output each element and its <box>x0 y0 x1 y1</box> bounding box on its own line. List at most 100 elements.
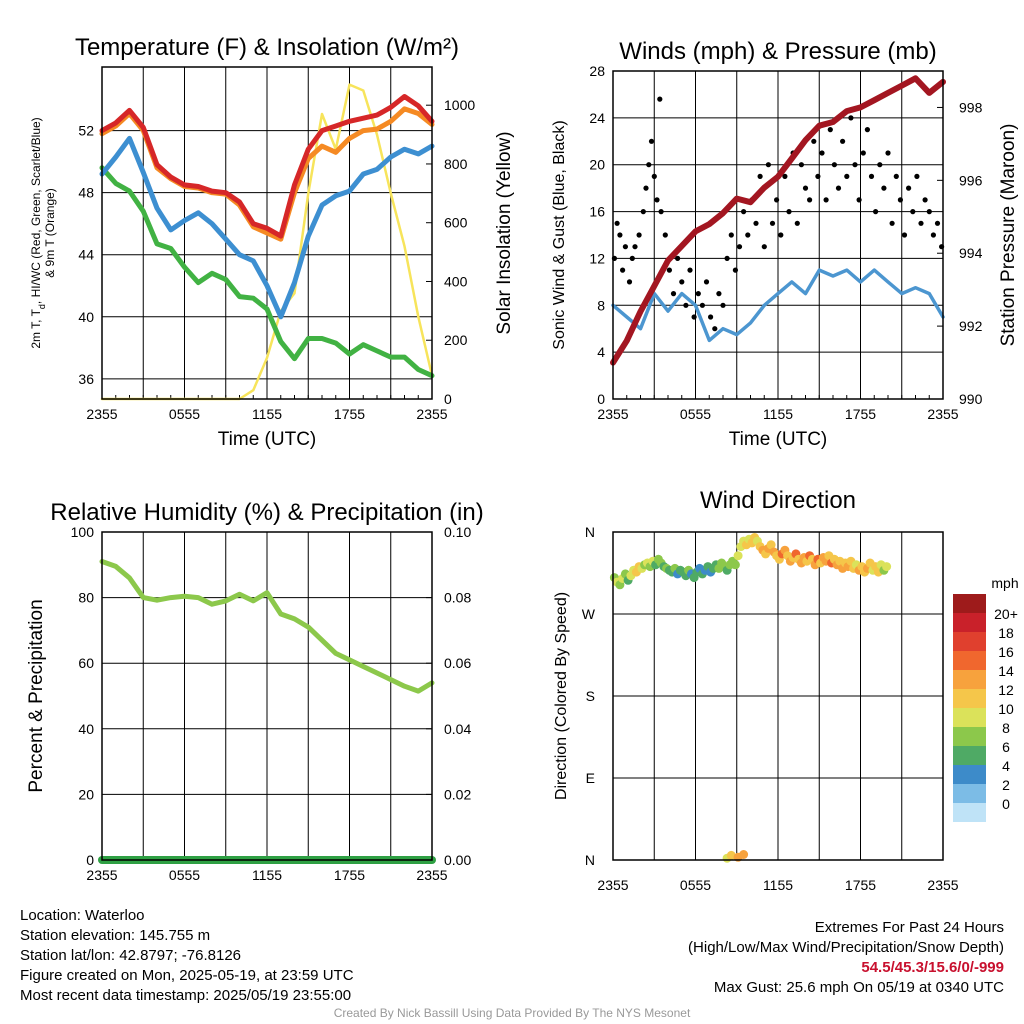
gust-point <box>930 232 937 238</box>
x-axis-label: Time (UTC) <box>729 429 828 450</box>
y-tick-label: N <box>585 524 595 540</box>
y-tick-label: 28 <box>589 63 605 79</box>
gust-point <box>877 162 883 168</box>
y-axis-label-sub: d <box>37 304 47 309</box>
gust-point <box>802 185 809 191</box>
direction-point <box>739 850 749 859</box>
gust-point <box>852 162 858 168</box>
gust-point <box>798 162 805 168</box>
gust-point <box>724 255 730 261</box>
legend-swatch <box>953 708 986 727</box>
max-gust-text: Max Gust: 25.6 mph On 05/19 at 0340 UTC <box>713 979 1004 996</box>
gust-point <box>614 220 620 226</box>
y-tick-label: 24 <box>589 110 605 126</box>
y2-tick-label: 0.06 <box>444 655 471 671</box>
x-tick-label: 2355 <box>86 406 117 422</box>
series-wind <box>611 268 945 343</box>
gust-point <box>844 173 850 179</box>
direction-point <box>730 560 740 570</box>
elevation-text: Station elevation: 145.755 m <box>20 927 211 944</box>
gust-point <box>786 209 792 215</box>
gust-point <box>848 115 854 121</box>
temperature-panel: 36 40 44 48 52 2355 0555 1155 1755 2355 Temperatur… <box>29 34 515 450</box>
x-tick-label: 2355 <box>597 406 628 422</box>
gust-point <box>901 232 908 238</box>
gust-point <box>873 209 879 215</box>
gust-point <box>712 326 718 332</box>
legend-label: 16 <box>998 644 1014 660</box>
y2-tick-label: 990 <box>959 391 983 407</box>
x-tick-label: 1755 <box>845 877 876 893</box>
gust-point <box>728 232 734 238</box>
y-tick-label: E <box>586 770 595 786</box>
location-text: Location: Waterloo <box>20 907 145 924</box>
chart-title: Wind Direction <box>700 487 856 514</box>
gust-point <box>782 173 788 179</box>
gust-point <box>632 244 638 250</box>
y-axis-label: Direction (Colored By Speed) <box>553 592 570 800</box>
y-tick-label: 16 <box>589 204 605 220</box>
series-dew <box>99 165 435 379</box>
y-tick-label: 0 <box>597 391 605 407</box>
x-tick-label: 1155 <box>252 867 282 883</box>
x-axis-label: Time (UTC) <box>218 429 317 450</box>
y-tick-label: S <box>586 688 595 704</box>
gust-point <box>807 197 813 203</box>
plot-frame <box>612 70 944 400</box>
y-tick-label: W <box>582 606 596 622</box>
direction-point <box>766 540 776 550</box>
x-tick-label: 2355 <box>86 867 117 883</box>
gust-point <box>636 232 642 238</box>
x-tick-label: 0555 <box>169 406 200 422</box>
x-tick-label: 2355 <box>416 867 447 883</box>
y-tick-label: 0 <box>86 852 94 868</box>
legend-swatch <box>953 594 986 613</box>
gust-point <box>922 197 928 203</box>
y-axis-label-part1: 2m T, T <box>29 308 43 348</box>
gust-point <box>753 220 759 226</box>
y2-tick-label: 994 <box>959 245 983 261</box>
direction-point <box>726 850 736 860</box>
x-tick-label: 1155 <box>763 406 793 422</box>
gust-point <box>658 209 664 215</box>
extremes-values: 54.5/45.3/15.6/0/-999 <box>861 959 1004 976</box>
y2-tick-label: 992 <box>959 318 983 334</box>
legend-label: 6 <box>1002 739 1010 755</box>
direction-point <box>882 562 892 572</box>
gust-point <box>654 197 660 203</box>
legend-title: mph <box>991 575 1018 591</box>
y-axis-label: 2m T, Td, HI/WC (Red, Green, Scarlet/Blu… <box>29 117 47 348</box>
gust-point <box>757 173 763 179</box>
gust-point <box>695 291 701 297</box>
gust-point <box>687 267 693 273</box>
y-tick-label: 48 <box>78 185 94 201</box>
gust-point <box>926 209 932 215</box>
gust-point <box>657 96 663 102</box>
y-tick-label: 12 <box>589 250 605 266</box>
gust-point <box>675 255 681 261</box>
gust-point <box>893 173 899 179</box>
chart-title: Temperature (F) & Insolation (W/m²) <box>75 34 459 61</box>
gust-point <box>620 267 626 273</box>
legend-swatch <box>953 803 986 822</box>
legend-swatch <box>953 632 986 651</box>
gust-point <box>640 209 646 215</box>
gust-point <box>736 244 743 250</box>
gust-point <box>914 173 920 179</box>
y-axis-label-line2: & 9m T (Orange) <box>43 188 57 278</box>
y2-axis-label: Station Pressure (Maroon) <box>998 124 1019 347</box>
y-tick-label: 40 <box>78 721 94 737</box>
gust-point <box>708 314 714 320</box>
y2-tick-label: 200 <box>444 332 468 348</box>
legend-label: 18 <box>998 625 1014 641</box>
y-tick-label: 36 <box>78 371 94 387</box>
y2-tick-label: 996 <box>959 172 983 188</box>
x-tick-label: 1755 <box>334 406 365 422</box>
legend-swatch <box>953 784 986 803</box>
gust-point <box>856 197 862 203</box>
y-tick-label: N <box>585 852 595 868</box>
x-tick-label: 1755 <box>845 406 876 422</box>
gust-point <box>691 314 697 320</box>
legend-swatch <box>953 670 986 689</box>
speed-legend: mph 20+ 18 16 14 12 10 8 6 4 2 0 <box>953 575 1019 822</box>
